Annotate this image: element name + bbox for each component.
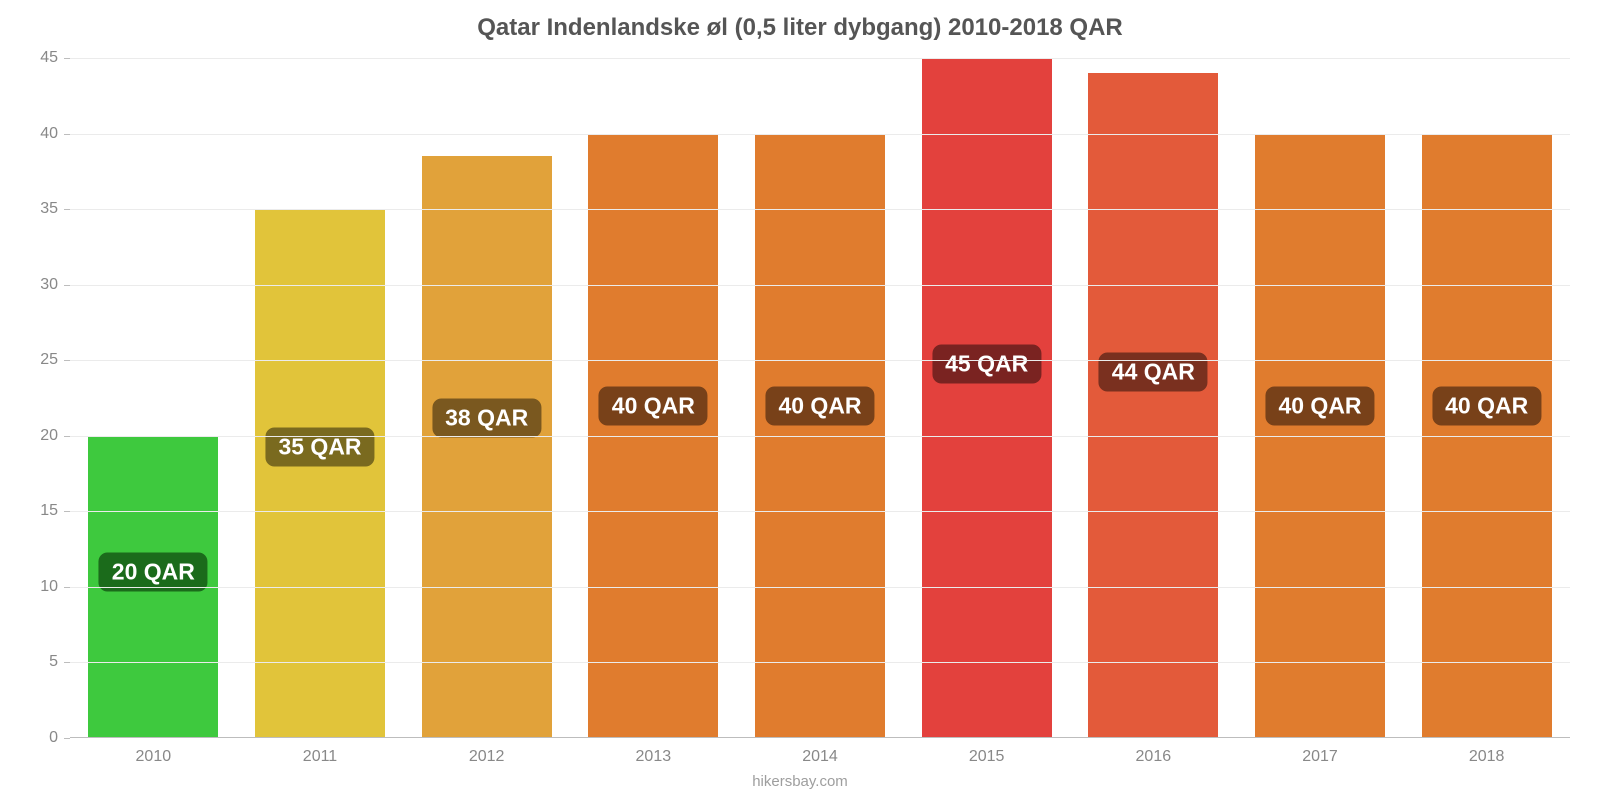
value-badge: 40 QAR [765,386,874,425]
x-tick-label: 2013 [636,738,672,766]
x-tick-label: 2011 [303,738,337,766]
value-badge: 35 QAR [265,428,374,467]
y-tick-label: 25 [40,351,70,369]
y-tick-label: 10 [40,578,70,596]
grid-line [70,285,1570,286]
grid-line [70,662,1570,663]
value-badge: 44 QAR [1099,353,1208,392]
grid-line [70,209,1570,210]
chart-title: Qatar Indenlandske øl (0,5 liter dybgang… [0,0,1600,42]
x-tick-label: 2017 [1302,738,1338,766]
x-tick-label: 2018 [1469,738,1505,766]
value-badge: 38 QAR [432,399,541,438]
bars-container: 20 QAR 35 QAR 38 QAR 40 QAR 40 QAR 45 QAR 44 Q… [70,58,1570,738]
x-tick-label: 2015 [969,738,1005,766]
bar: 38 QAR [422,156,552,738]
grid-line [70,511,1570,512]
bar: 45 QAR [922,58,1052,738]
y-tick-label: 0 [49,729,70,747]
bar-chart: Qatar Indenlandske øl (0,5 liter dybgang… [0,0,1600,800]
grid-line [70,360,1570,361]
grid-line [70,58,1570,59]
y-tick-label: 5 [49,653,70,671]
x-tick-label: 2010 [136,738,172,766]
y-tick-label: 35 [40,200,70,218]
grid-line [70,134,1570,135]
y-tick-label: 30 [40,276,70,294]
value-badge: 20 QAR [99,552,208,591]
x-tick-label: 2014 [802,738,838,766]
value-badge: 45 QAR [932,345,1041,384]
value-badge: 40 QAR [1265,386,1374,425]
grid-line [70,587,1570,588]
value-badge: 40 QAR [1432,386,1541,425]
y-tick-label: 40 [40,125,70,143]
x-tick-label: 2012 [469,738,505,766]
value-badge: 40 QAR [599,386,708,425]
y-tick-label: 45 [40,49,70,67]
bar: 35 QAR [255,209,385,738]
grid-line [70,436,1570,437]
y-tick-label: 15 [40,502,70,520]
y-tick-label: 20 [40,427,70,445]
x-tick-label: 2016 [1136,738,1172,766]
plot-area: 20 QAR 35 QAR 38 QAR 40 QAR 40 QAR 45 QAR 44 Q… [70,58,1570,738]
attribution: hikersbay.com [0,773,1600,790]
bar: 44 QAR [1088,73,1218,738]
